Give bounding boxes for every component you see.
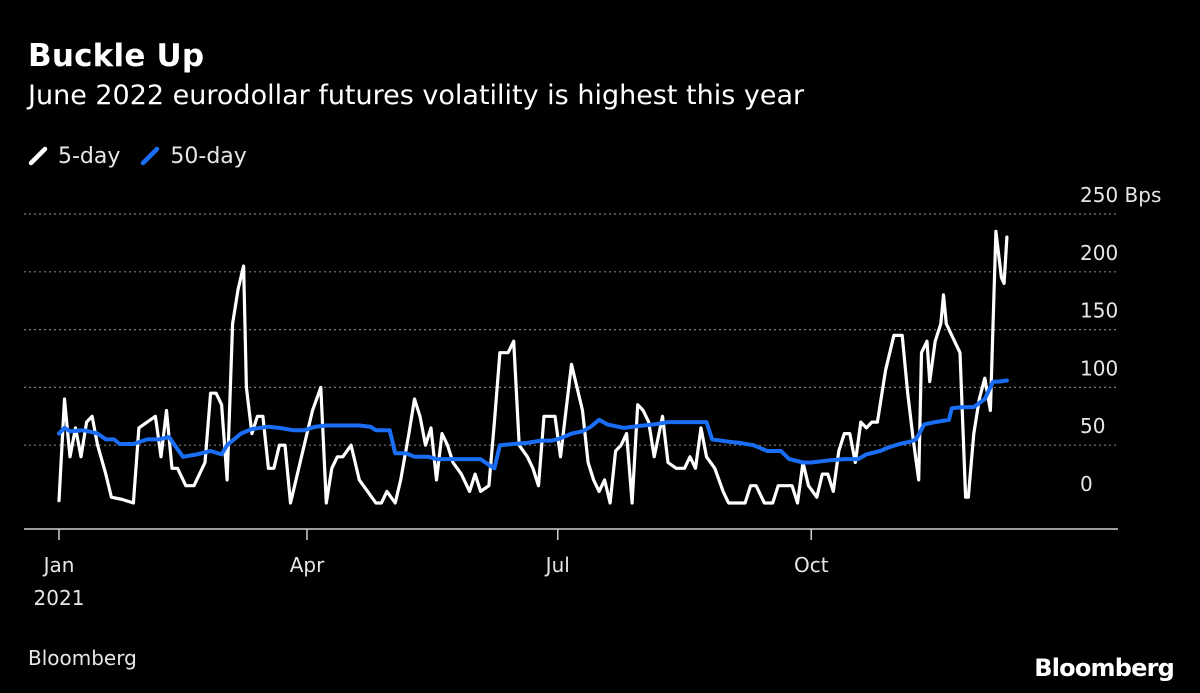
x-axis: Jan 2021 Apr Jul Oct [24,528,1118,610]
y-tick-label: 0 [1080,472,1093,496]
legend-item-50-day: 50-day [140,143,247,169]
legend-slash-icon [28,146,48,166]
legend-swatch-5-day [28,146,48,166]
source-note: Bloomberg [28,646,137,670]
chart-subtitle: June 2022 eurodollar futures volatility … [28,80,805,111]
legend-swatch-50-day [141,146,160,166]
legend-label-5-day: 5-day [58,143,121,169]
legend-label-50-day: 50-day [170,143,247,169]
y-tick-label: 150 [1080,299,1118,323]
y-tick-label: 200 [1080,241,1118,265]
chart-title: Buckle Up [28,38,205,74]
x-tick-label: Jan [42,553,75,577]
y-tick-label: 100 [1080,356,1118,380]
series-line-50-day [57,378,1009,471]
legend-slash-icon [141,146,160,166]
y-tick-label: 250 Bps [1080,183,1161,207]
x-tick-label: Jul [544,553,570,577]
x-tick-label: Oct [794,553,829,577]
x-tick-sublabel: 2021 [34,586,85,610]
series-layer [57,229,1009,505]
y-tick-label: 50 [1080,414,1105,438]
x-tick-label: Apr [290,553,325,577]
bloomberg-logo: Bloomberg [1034,654,1175,682]
series-line-5-day [57,229,1009,505]
legend-item-5-day: 5-day [28,144,120,169]
legend: 5-day 50-day [28,141,267,171]
y-axis: 0 50 100 150 200 250 Bps [1080,183,1161,496]
grid-lines [24,213,1118,446]
